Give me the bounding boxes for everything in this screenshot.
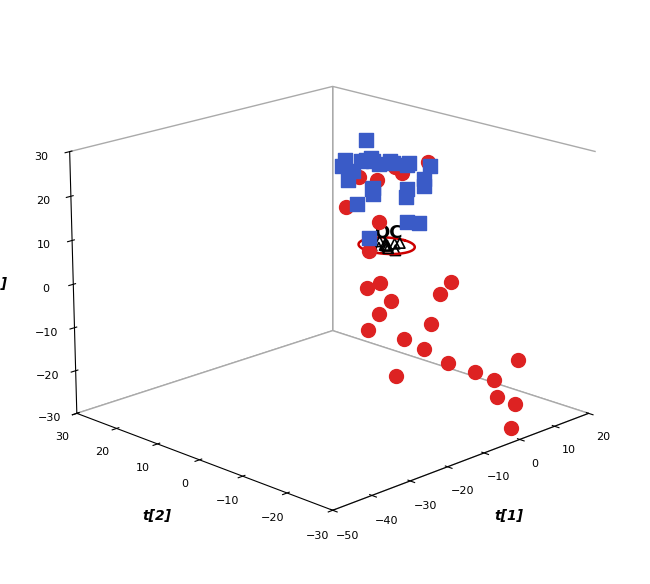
X-axis label: t[1]: t[1] <box>494 509 523 523</box>
Y-axis label: t[2]: t[2] <box>142 509 172 523</box>
